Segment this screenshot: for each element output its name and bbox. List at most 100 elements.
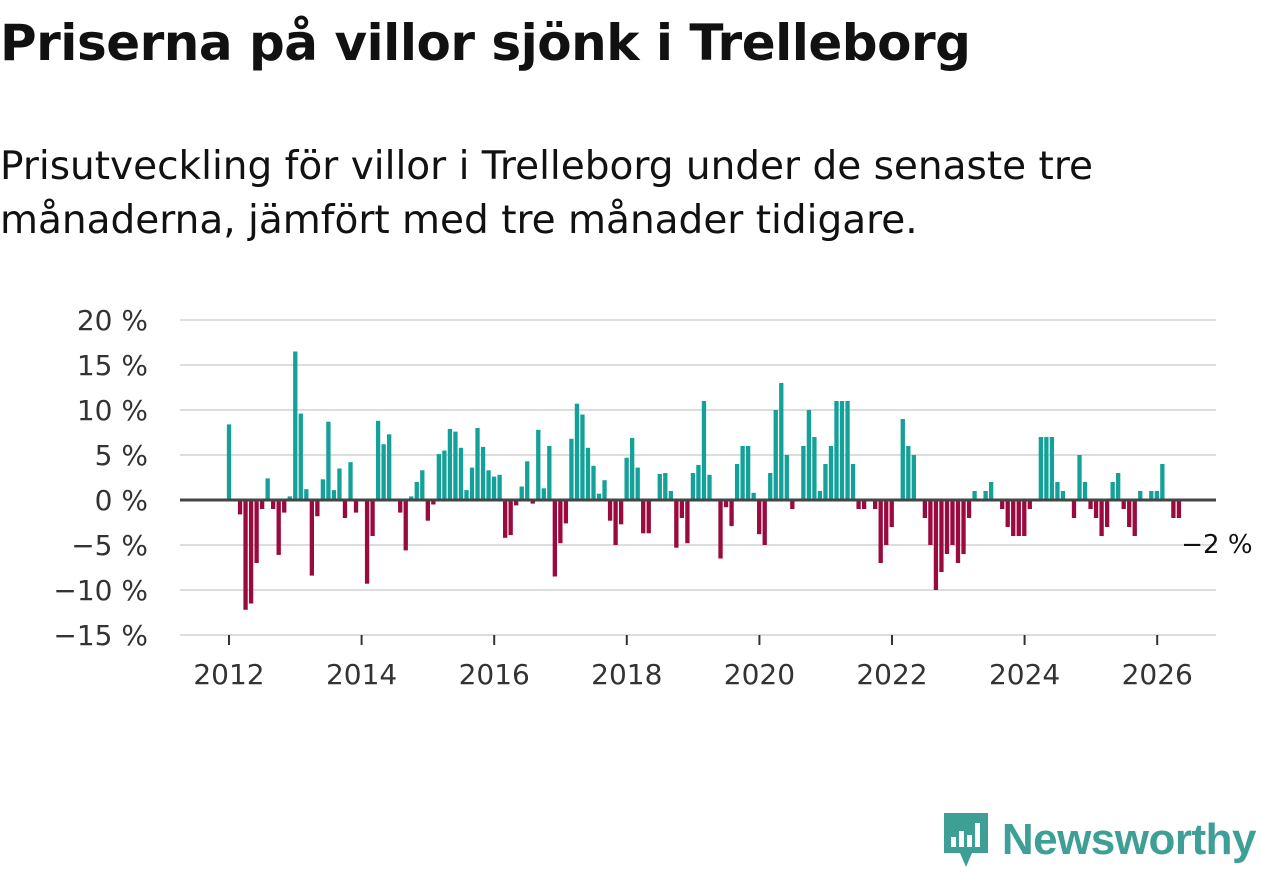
bar bbox=[497, 474, 502, 500]
bar bbox=[447, 428, 453, 500]
bar bbox=[469, 467, 475, 500]
bar bbox=[878, 500, 883, 563]
bar bbox=[641, 500, 646, 534]
bar bbox=[387, 434, 392, 500]
y-tick-label: 0 % bbox=[95, 484, 148, 517]
bar bbox=[630, 437, 635, 500]
bar bbox=[403, 500, 408, 551]
x-tick-label: 2014 bbox=[326, 658, 397, 691]
y-tick-label: 15 % bbox=[77, 349, 148, 382]
bar bbox=[276, 500, 281, 555]
bar bbox=[861, 500, 867, 509]
bar bbox=[911, 455, 916, 500]
bar bbox=[342, 500, 348, 518]
bar bbox=[326, 421, 331, 500]
end-value-label: −2 % bbox=[1181, 530, 1252, 560]
bar bbox=[679, 500, 685, 518]
bar bbox=[834, 401, 839, 500]
bar bbox=[1093, 500, 1099, 518]
x-tick-label: 2012 bbox=[193, 658, 264, 691]
grid-layer bbox=[180, 319, 1216, 636]
bar bbox=[740, 446, 745, 500]
bar bbox=[668, 491, 673, 500]
bar bbox=[1116, 473, 1121, 500]
bar bbox=[602, 480, 607, 500]
bar bbox=[364, 500, 370, 584]
bar bbox=[1176, 500, 1182, 518]
bar bbox=[563, 500, 569, 524]
bar bbox=[1104, 500, 1110, 527]
bar bbox=[823, 464, 828, 500]
bar bbox=[442, 450, 447, 500]
bar bbox=[1154, 491, 1159, 500]
bar bbox=[828, 446, 834, 500]
bar bbox=[768, 473, 773, 500]
bar bbox=[635, 467, 640, 500]
bars-layer bbox=[226, 351, 1182, 610]
bar bbox=[1149, 491, 1154, 500]
bar bbox=[790, 500, 795, 509]
bar bbox=[243, 500, 248, 610]
bar bbox=[900, 419, 905, 500]
bar bbox=[1088, 500, 1093, 509]
bar bbox=[1127, 500, 1132, 527]
axis-layer bbox=[180, 498, 1216, 645]
bar bbox=[966, 500, 972, 518]
bar bbox=[519, 486, 524, 500]
bar bbox=[480, 446, 486, 500]
bar bbox=[718, 500, 723, 559]
bar bbox=[1044, 437, 1049, 500]
bar bbox=[298, 413, 303, 500]
bar bbox=[458, 447, 464, 500]
bar bbox=[574, 403, 580, 500]
bar bbox=[939, 500, 944, 572]
bar bbox=[955, 500, 961, 563]
bar bbox=[1060, 491, 1066, 500]
bar bbox=[398, 500, 403, 513]
x-tick-label: 2026 bbox=[1122, 658, 1193, 691]
bar bbox=[988, 482, 994, 500]
bar bbox=[541, 488, 546, 500]
bar bbox=[315, 500, 320, 517]
bar bbox=[491, 476, 497, 500]
bar bbox=[514, 500, 519, 506]
bar bbox=[762, 500, 767, 545]
bar bbox=[734, 464, 740, 500]
bar bbox=[1160, 464, 1165, 500]
bar bbox=[580, 414, 585, 500]
bar-chart: 20 % 15 % 10 % 5 % 0 % −5 % −10 % −15 % 2012 2014… bbox=[53, 304, 1252, 691]
bar bbox=[773, 410, 778, 500]
bar bbox=[370, 500, 375, 536]
bar bbox=[508, 500, 513, 536]
bar bbox=[1138, 491, 1143, 500]
bar bbox=[696, 464, 701, 500]
bar bbox=[850, 464, 856, 500]
x-tick-label: 2020 bbox=[724, 658, 795, 691]
bar bbox=[1038, 437, 1044, 500]
bar bbox=[906, 446, 911, 500]
bar bbox=[928, 500, 933, 545]
bar bbox=[889, 500, 894, 527]
bar bbox=[585, 447, 591, 500]
brand-logo: Newsworthy bbox=[942, 809, 1257, 871]
bar bbox=[779, 383, 784, 500]
y-tick-label: 5 % bbox=[95, 439, 148, 472]
bar bbox=[751, 492, 756, 500]
bar bbox=[801, 446, 806, 500]
bar bbox=[237, 500, 243, 515]
bar bbox=[248, 500, 254, 604]
bar bbox=[331, 490, 337, 500]
bar bbox=[961, 500, 966, 554]
bar bbox=[784, 455, 789, 500]
bar bbox=[1132, 500, 1137, 536]
bar bbox=[475, 428, 480, 500]
bar bbox=[436, 454, 442, 500]
bar bbox=[414, 482, 419, 500]
bar bbox=[757, 500, 762, 535]
bar bbox=[1071, 500, 1077, 518]
bar bbox=[972, 491, 977, 500]
bar bbox=[745, 446, 751, 500]
bar bbox=[817, 491, 823, 500]
bar bbox=[1055, 482, 1060, 500]
bar bbox=[464, 490, 469, 500]
